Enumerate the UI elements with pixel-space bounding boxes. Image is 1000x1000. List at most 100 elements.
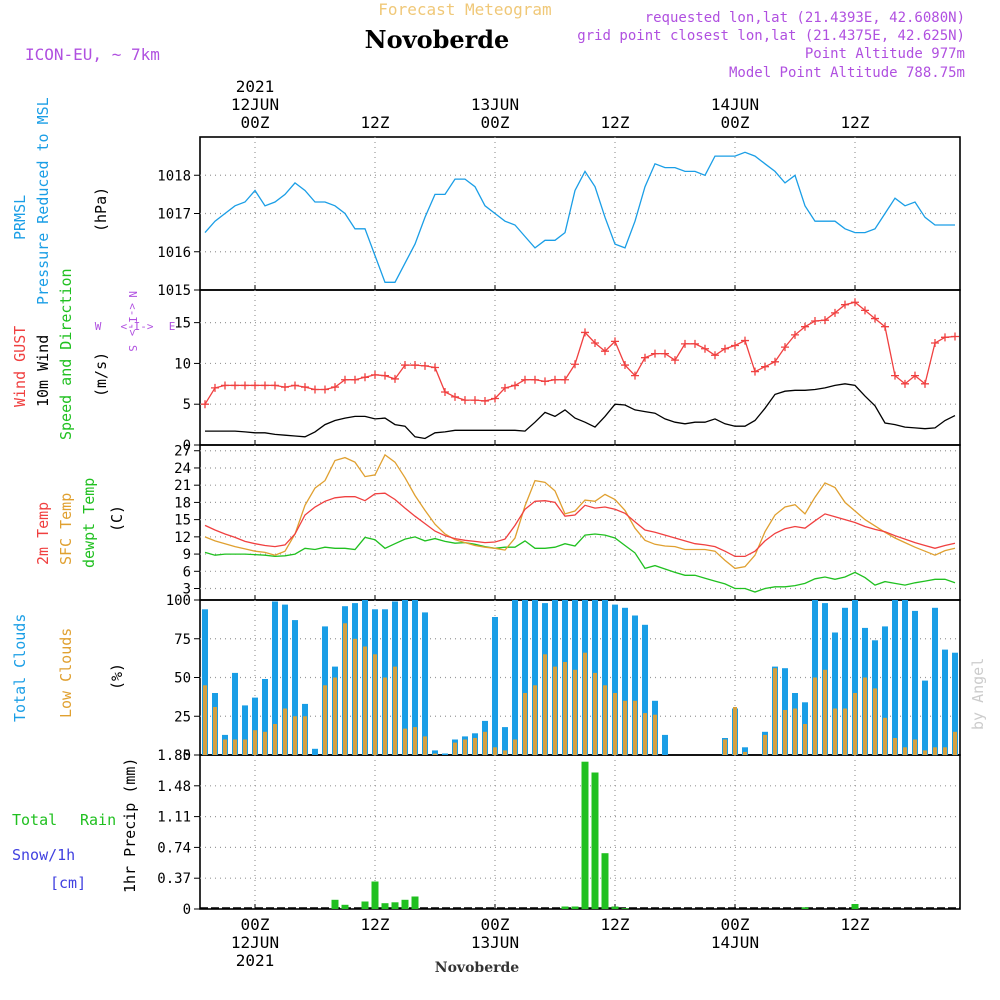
snow-label: Snow/1h [12,846,75,864]
low-cloud-bar [823,670,827,755]
low-cloud-bar [733,707,737,755]
low-cloud-bar [723,740,727,756]
gust-marker [551,376,559,384]
sfc-temp-label: SFC Temp [57,493,75,565]
low-cloud-bar [383,678,387,756]
gust-marker [261,381,269,389]
low-cloud-bar [773,668,777,755]
time-label-bottom: 2021 [236,951,275,970]
low-cloud-bar [653,715,657,755]
low-cloud-bar [343,623,347,755]
low-cloud-bar [533,685,537,755]
y-tick-label: 25 [174,709,191,725]
low-cloud-bar [563,662,567,755]
gust-marker [441,388,449,396]
rain-bar [412,897,419,910]
low-cloud-bar [583,653,587,755]
low-cloud-bar [223,740,227,756]
gust-marker [671,356,679,364]
rain-bar [802,907,809,909]
rain-bar [332,900,339,909]
low-cloud-bar [423,736,427,755]
gust-marker [701,345,709,353]
speed-dir-label: Speed and Direction [57,268,75,440]
low-cloud-bar [273,724,277,755]
low-cloud-bar [743,752,747,755]
total-cloud-bar [942,650,948,755]
gust-marker [411,361,419,369]
gust-marker [761,363,769,371]
pressure-line [205,152,955,282]
time-label-top: 00Z [721,113,750,132]
time-label-bottom: 14JUN [711,933,759,952]
gust-marker [451,393,459,401]
y-tick-label: 24 [174,461,191,477]
total-cloud-bar [492,617,498,755]
pressure-panel: 1015101610171018 [157,137,960,299]
time-label-top: 2021 [236,77,275,96]
rain-bar [562,907,569,910]
temp-labels: 2m Temp SFC Temp dewpt Temp (C) [34,478,126,568]
rain-bar [852,904,859,909]
low-cloud-bar [243,740,247,756]
y-tick-label: 9 [183,547,191,563]
low-cloud-bar [253,730,257,755]
gridpoint-coords: grid point closest lon,lat (21.4375E, 42… [577,28,965,44]
low-cloud-bar [233,740,237,756]
meteogram: Forecast Meteogram Novoberde ICON-EU, ~ … [0,0,1000,1000]
panel-frames [200,137,960,909]
low-cloud-bar [453,743,457,755]
low-cloud-bar [943,747,947,755]
gust-marker [771,358,779,366]
low-cloud-bar [393,667,397,755]
time-label-top: 12Z [361,113,390,132]
rain-bar [342,905,349,909]
wind-label: 10m Wind [34,335,52,407]
total-cloud-bar [442,754,448,756]
precip-labels: Total Rain Snow/1h [cm] 1hr Precip (mm) [12,758,139,893]
total-cloud-bar [312,749,318,755]
wind-panel: 051015 [174,290,960,454]
precip-panel: 0 0.37 0.74 1.11 1.48 1.85 [157,748,960,918]
total-label: Total [12,811,57,829]
point-altitude: Point Altitude 977m [805,46,965,62]
prmsl-label: PRMSL [11,195,29,240]
gust-marker [241,381,249,389]
low-cloud-bar [543,654,547,755]
low-cloud-bar [293,716,297,755]
low-cloud-bar [433,754,437,756]
gust-marker [531,376,539,384]
time-label-bottom: 00Z [721,915,750,934]
time-label-bottom: 13JUN [471,933,519,952]
dewpoint-line [205,534,955,592]
low-cloud-bar [463,740,467,756]
total-cloud-bar [422,612,428,755]
y-tick-label: 10 [174,356,191,372]
low-cloud-bar [283,709,287,756]
model-altitude: Model Point Altitude 788.75m [729,65,965,81]
gust-marker [351,376,359,384]
low-cloud-bar [403,729,407,755]
gust-marker [641,354,649,362]
low-clouds-label: Low Clouds [57,628,75,718]
low-cloud-bar [763,735,767,755]
rain-bar [392,902,399,909]
gust-marker [561,376,569,384]
precip-unit: 1hr Precip (mm) [121,758,139,893]
time-label-top: 00Z [241,113,270,132]
rain-bar [402,900,409,909]
panel-frame [200,290,960,445]
gust-marker [731,341,739,349]
low-cloud-bar [783,710,787,755]
low-cloud-bar [923,750,927,755]
footer-location: Novoberde [435,960,519,976]
gust-marker [231,381,239,389]
gust-marker [381,372,389,380]
gust-marker [471,396,479,404]
low-cloud-bar [413,727,417,755]
low-cloud-bar [503,750,507,755]
gust-marker [251,381,259,389]
low-cloud-bar [813,678,817,756]
compass-n: N [126,291,139,298]
gust-marker [431,364,439,372]
